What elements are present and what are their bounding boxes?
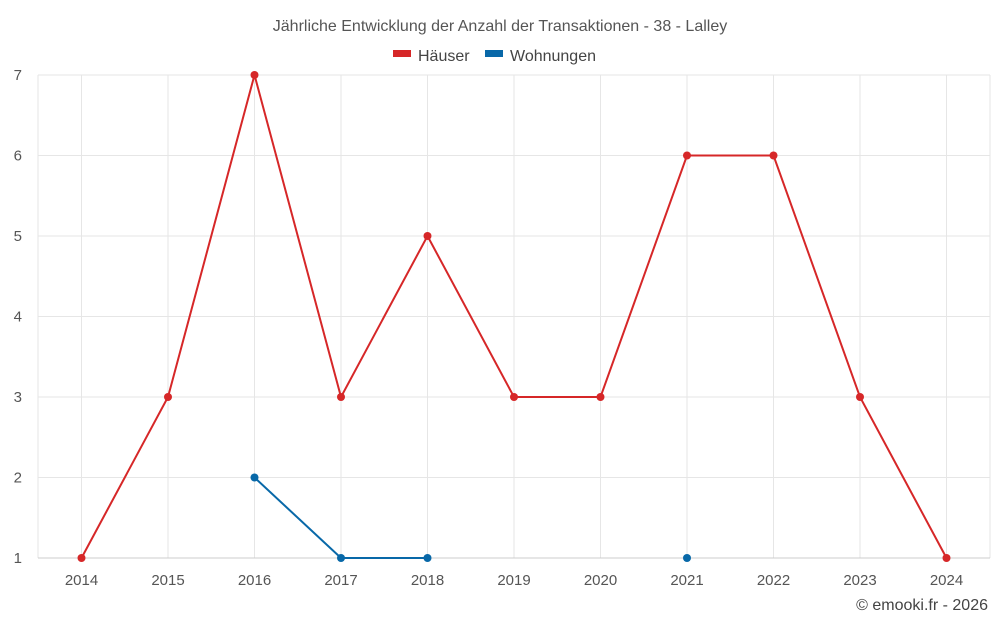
x-tick-label: 2016 — [238, 572, 271, 589]
data-point-hauser[interactable] — [942, 554, 951, 562]
axes: 1 2 3 4 5 6 7 2014 2015 2016 2017 2018 2019 2020 2021 2… — [14, 67, 990, 589]
credit-text: © emooki.fr - 2026 — [856, 597, 988, 614]
legend-swatch-wohnungen — [485, 50, 503, 57]
legend-item-hauser[interactable]: Häuser — [393, 48, 470, 65]
y-tick-label: 3 — [14, 389, 22, 406]
grid — [37, 74, 991, 558]
legend-label-hauser: Häuser — [418, 48, 470, 65]
y-tick-label: 7 — [14, 67, 22, 84]
data-point-hauser[interactable] — [510, 393, 518, 401]
data-point-hauser[interactable] — [337, 393, 345, 401]
data-point-hauser[interactable] — [423, 232, 432, 240]
x-tick-label: 2014 — [65, 572, 98, 589]
data-point-wohnungen[interactable] — [250, 473, 259, 482]
data-point-hauser[interactable] — [164, 393, 172, 401]
x-tick-label: 2017 — [324, 572, 357, 589]
y-tick-label: 6 — [14, 148, 22, 165]
data-point-wohnungen[interactable] — [423, 554, 432, 562]
series — [77, 71, 951, 562]
chart-title: Jährliche Entwicklung der Anzahl der Tra… — [273, 18, 727, 35]
legend: Häuser Wohnungen — [393, 48, 596, 65]
series-hauser — [77, 71, 951, 562]
legend-label-wohnungen: Wohnungen — [510, 48, 596, 65]
x-tick-label: 2018 — [411, 572, 444, 589]
x-tick-label: 2023 — [843, 572, 876, 589]
data-point-hauser[interactable] — [769, 151, 778, 160]
data-point-wohnungen[interactable] — [683, 554, 691, 562]
x-tick-label: 2022 — [757, 572, 790, 589]
y-tick-label: 4 — [14, 309, 22, 326]
x-tick-label: 2024 — [930, 572, 963, 589]
series-wohnungen — [250, 473, 691, 562]
x-tick-label: 2015 — [151, 572, 184, 589]
legend-item-wohnungen[interactable]: Wohnungen — [485, 48, 596, 65]
data-point-hauser[interactable] — [250, 71, 259, 79]
y-tick-label: 5 — [14, 228, 22, 245]
data-point-hauser[interactable] — [683, 151, 691, 160]
data-point-wohnungen[interactable] — [337, 554, 345, 562]
y-tick-label: 2 — [14, 470, 22, 487]
x-tick-label: 2021 — [670, 572, 703, 589]
data-point-hauser[interactable] — [596, 393, 605, 401]
legend-swatch-hauser — [393, 50, 411, 57]
data-point-hauser[interactable] — [856, 393, 864, 401]
data-point-hauser[interactable] — [77, 554, 86, 562]
y-tick-label: 1 — [14, 550, 22, 567]
x-tick-label: 2020 — [584, 572, 617, 589]
x-tick-label: 2019 — [497, 572, 530, 589]
